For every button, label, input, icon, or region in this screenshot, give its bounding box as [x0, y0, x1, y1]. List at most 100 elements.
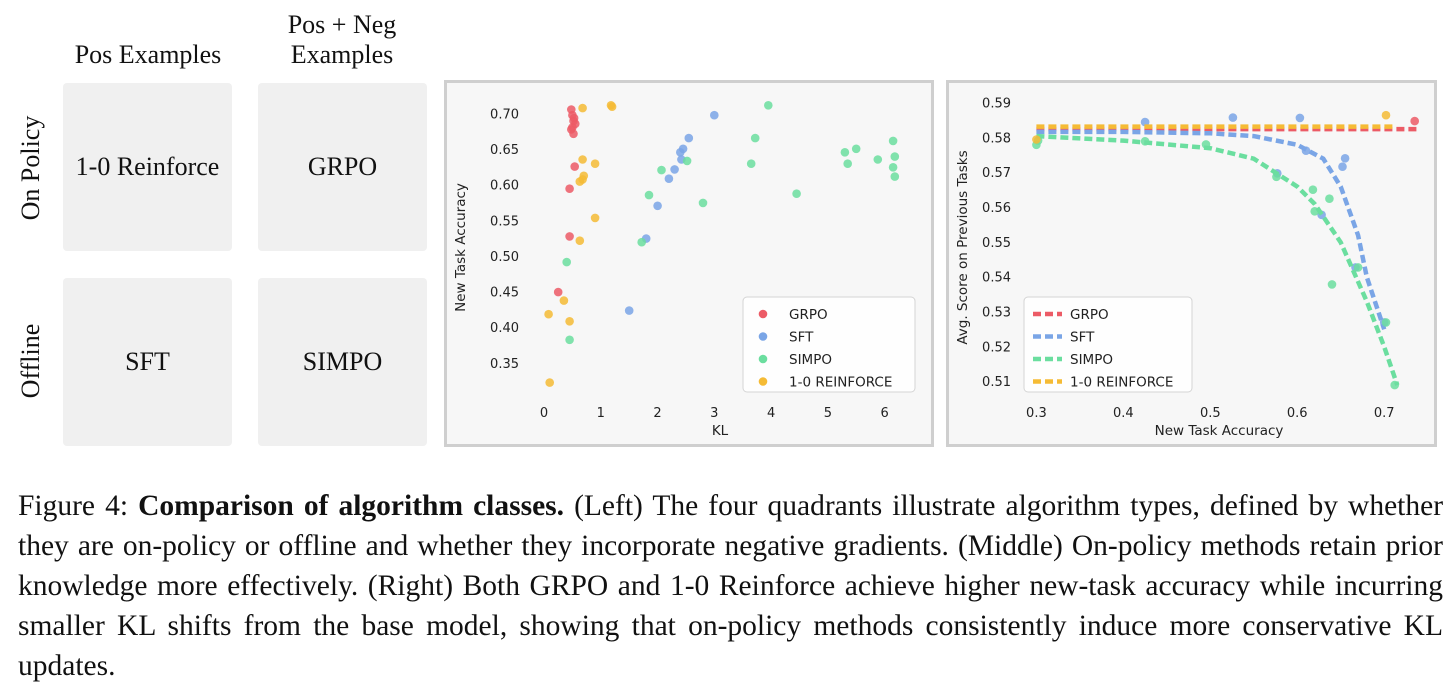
- x-tick-label: 0: [540, 406, 548, 421]
- sft-point: [664, 174, 674, 183]
- grpo-legend-label: GRPO: [789, 307, 828, 323]
- sft-legend-swatch: [758, 332, 768, 341]
- simpo-point: [657, 165, 666, 175]
- 1-0-reinforce-point: [590, 213, 600, 223]
- sft-point: [1295, 113, 1305, 123]
- caption-bold-title: Comparison of algorithm classes.: [138, 490, 565, 522]
- simpo-point: [873, 155, 883, 164]
- y-tick-label: 0.53: [982, 305, 1011, 320]
- grpo-point: [568, 123, 577, 132]
- grpo-point: [565, 232, 574, 241]
- x-tick-label: 0.7: [1374, 406, 1395, 421]
- 1-0-reinforce-point: [1381, 110, 1391, 120]
- simpo-point: [1325, 194, 1334, 203]
- grpo-point: [570, 162, 579, 171]
- 1-0-reinforce-point: [565, 317, 574, 326]
- col-header-pos-neg: Pos + Neg Examples: [287, 10, 397, 69]
- simpo-point: [746, 159, 756, 168]
- sft-point: [684, 133, 694, 143]
- grpo-legend-label: GRPO: [1070, 307, 1109, 323]
- sft-fit-line: [1036, 129, 1387, 331]
- simpo-point: [851, 144, 861, 154]
- y-tick-label: 0.35: [490, 357, 519, 372]
- x-axis-label: KL: [712, 423, 729, 439]
- grpo-point: [565, 184, 574, 193]
- y-tick-label: 0.59: [982, 96, 1011, 111]
- x-tick-label: 0.3: [1026, 406, 1047, 421]
- x-tick-label: 4: [767, 406, 775, 421]
- simpo-point: [698, 198, 708, 208]
- simpo-point: [843, 159, 852, 168]
- retention-chart-panel: 0.3 0.4 0.5 0.6 0.7 0.51 0.52 0.53 0.54 0.55 0.56 0…: [946, 80, 1437, 447]
- sft-point: [653, 201, 662, 211]
- 1-0-reinforce-point: [578, 155, 587, 164]
- row-header-on-policy: On Policy: [16, 115, 45, 221]
- x-tick-label: 3: [710, 406, 718, 421]
- simpo-point: [637, 237, 646, 247]
- simpo-point: [1390, 380, 1399, 390]
- 1-0-reinforce-point: [575, 177, 585, 186]
- sft-point: [676, 148, 685, 157]
- simpo-point: [1381, 318, 1391, 327]
- simpo-fit-line: [1036, 133, 1400, 386]
- 1-0-reinforce-point: [559, 296, 569, 305]
- simpo-point: [565, 335, 574, 345]
- y-tick-label: 0.45: [490, 286, 519, 301]
- x-tick-label: 5: [824, 406, 832, 421]
- sft-legend-label: SFT: [789, 330, 814, 346]
- simpo-legend-label: SIMPO: [1070, 352, 1113, 368]
- sft-legend-label: SFT: [1070, 330, 1095, 346]
- simpo-point: [1327, 280, 1337, 289]
- simpo-point: [764, 101, 773, 110]
- cell-grpo: GRPO: [258, 83, 427, 251]
- y-tick-label: 0.51: [982, 375, 1011, 390]
- 1-0-reinforce-point: [1032, 135, 1041, 144]
- 1-0-reinforce-legend-label: 1-0 REINFORCE: [789, 375, 892, 391]
- y-tick-label: 0.57: [982, 166, 1011, 181]
- simpo-point: [890, 172, 900, 181]
- y-tick-label: 0.70: [490, 107, 519, 122]
- cell-simpo: SIMPO: [258, 278, 427, 446]
- grpo-point: [569, 113, 579, 123]
- row-header-offline: Offline: [16, 323, 45, 399]
- y-tick-label: 0.56: [982, 201, 1011, 216]
- y-tick-label: 0.54: [982, 271, 1011, 286]
- sft-point: [1340, 154, 1350, 163]
- x-tick-label: 0.6: [1287, 406, 1308, 421]
- caption-label: Figure 4:: [18, 490, 129, 522]
- simpo-legend-swatch: [758, 354, 768, 364]
- y-axis-label: New Task Accuracy: [453, 183, 469, 312]
- simpo-point: [562, 257, 571, 267]
- simpo-point: [1308, 185, 1318, 194]
- x-tick-label: 1: [597, 406, 605, 421]
- 1-0-reinforce-point: [544, 309, 553, 319]
- simpo-point: [840, 148, 850, 157]
- y-tick-label: 0.55: [982, 236, 1011, 251]
- kl-scatter-chart: 0 1 2 3 4 5 6 0.35 0.40 0.45 0.50 0.55 0.60 0.65 0.70 K…: [453, 101, 916, 439]
- grpo-point: [1410, 116, 1419, 126]
- y-tick-label: 0.40: [490, 321, 519, 336]
- sft-point: [710, 110, 719, 120]
- sft-point: [670, 165, 679, 174]
- 1-0-reinforce-point: [545, 378, 554, 387]
- 1-0-reinforce-legend-swatch: [758, 377, 768, 386]
- 1-0-reinforce-point: [606, 101, 616, 110]
- sft-point: [624, 306, 634, 315]
- caption-text: (Left) The four quadrants illustrate alg…: [18, 490, 1444, 682]
- simpo-point: [682, 156, 692, 166]
- cell-sft: SFT: [63, 278, 232, 446]
- kl-scatter-panel: 0 1 2 3 4 5 6 0.35 0.40 0.45 0.50 0.55 0.60 0.65 0.70 K…: [444, 80, 934, 447]
- x-tick-label: 6: [880, 406, 888, 421]
- simpo-point: [750, 133, 760, 143]
- 1-0-reinforce-point: [590, 159, 600, 168]
- simpo-point: [890, 152, 900, 161]
- retention-line-chart: 0.3 0.4 0.5 0.6 0.7 0.51 0.52 0.53 0.54 0.55 0.56 0…: [955, 96, 1419, 439]
- y-axis-label: Avg. Score on Previous Tasks: [955, 150, 971, 344]
- y-tick-label: 0.50: [490, 250, 519, 265]
- simpo-point: [1140, 137, 1150, 146]
- sft-point: [1338, 162, 1347, 171]
- x-tick-label: 2: [653, 406, 661, 421]
- y-tick-label: 0.58: [982, 131, 1011, 146]
- simpo-point: [644, 190, 654, 200]
- col-header-pos: Pos Examples: [74, 40, 222, 69]
